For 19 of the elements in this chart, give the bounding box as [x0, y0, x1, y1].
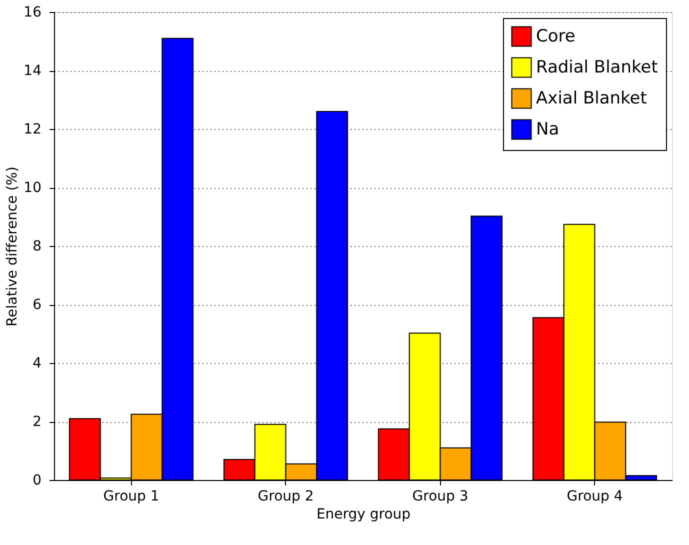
- legend-label: Radial Blanket: [536, 58, 658, 78]
- y-tick-label: 4: [32, 356, 42, 372]
- legend-label: Axial Blanket: [536, 88, 648, 108]
- legend-label: Na: [536, 120, 560, 140]
- x-tick-label: Group 3: [412, 488, 468, 504]
- x-tick-label: Group 1: [103, 488, 160, 504]
- y-tick-label: 16: [24, 4, 42, 20]
- y-tick-label: 14: [24, 63, 42, 79]
- x-tick-label: Group 2: [258, 488, 314, 504]
- x-axis-title: Energy group: [316, 506, 411, 522]
- y-tick-label: 10: [24, 180, 42, 196]
- y-tick-label: 0: [32, 472, 42, 488]
- y-tick-label: 2: [32, 414, 42, 430]
- y-tick-label: 12: [24, 122, 42, 138]
- x-tick-label: Group 4: [566, 488, 623, 504]
- y-tick-label: 6: [32, 297, 42, 313]
- y-axis-title: Relative difference (%): [4, 166, 21, 326]
- y-tick-label: 8: [32, 238, 42, 254]
- legend-label: Core: [536, 26, 576, 46]
